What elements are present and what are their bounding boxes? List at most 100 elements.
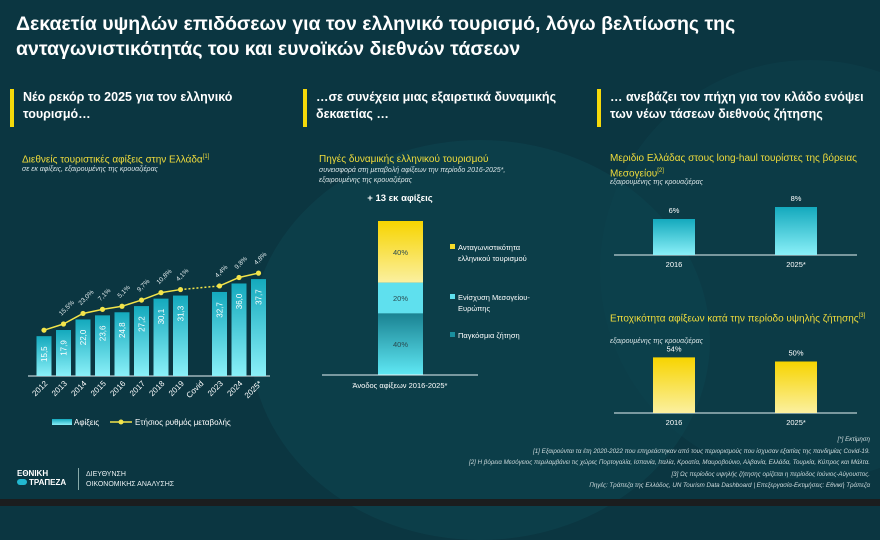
chart2-subtitle: συνεισφορά στη μεταβολή αφίξεων την περί…	[319, 167, 506, 184]
chart1-growth-label: 7,1%	[97, 287, 113, 303]
chart1-growth-label: 5,1%	[116, 284, 132, 300]
chart1-x-label: 2018	[147, 379, 166, 398]
chart4-title: Εποχικότητα αφίξεων κατά την περίοδο υψη…	[610, 313, 866, 325]
chart4-bar	[775, 361, 817, 413]
chart1-growth-line-segment	[82, 308, 103, 315]
chart1-x-label: Covid	[185, 379, 206, 400]
chart2-segment	[378, 221, 423, 283]
chart1-bar-label: 36,0	[235, 293, 244, 309]
footnote: [1] Εξαιρούνται τα έτη 2020-2022 που επη…	[533, 447, 870, 455]
chart1-growth-point	[99, 306, 106, 312]
chart2-segment-label: 40%	[393, 340, 408, 349]
chart2-legend-label: Ευρώπης	[458, 304, 490, 313]
chart1-bar	[36, 336, 52, 376]
chart2-segment-label: 20%	[393, 294, 408, 303]
chart2-legend-label: ελληνικού τουρισμού	[458, 254, 527, 263]
chart3-subtitle: εξαιρουμένης της κρουαζιέρας	[610, 179, 704, 186]
footnote: [3] Ως περίοδος υψηλής ζήτησης ορίζεται …	[671, 470, 870, 478]
chart1-growth-label: 15,5%	[58, 299, 76, 317]
footnote: [*] Εκτίμηση	[837, 436, 870, 443]
chart3-bar-label: 6%	[669, 206, 680, 215]
legend-line-marker	[118, 419, 124, 425]
sources: Πηγές: Τράπεζα της Ελλάδος, UN Tourism D…	[589, 482, 870, 489]
chart4-subtitle: εξαιρουμένης της κρουαζιέρας	[610, 338, 704, 345]
section-header-3: … ανεβάζει τον πήχη για τον κλάδο ενόψει…	[597, 89, 877, 127]
chart1-growth-label: 9,8%	[233, 255, 249, 271]
legend-bar-label: Αφίξεις	[74, 418, 99, 427]
chart1-bar	[134, 306, 149, 376]
chart1-growth-point	[255, 270, 262, 276]
chart1-title: Διεθνείς τουριστικές αφίξεις στην Ελλάδα…	[22, 154, 210, 166]
chart1-growth-line-segment	[43, 323, 64, 331]
chart1-bar-label: 32,7	[216, 302, 225, 318]
chart4-bar-label: 54%	[666, 344, 681, 353]
chart3-bar	[775, 207, 817, 255]
chart1-bar-label: 17,9	[60, 340, 69, 356]
chart4-x-label: 2025*	[786, 418, 806, 427]
chart1-growth-label: 4,1%	[175, 267, 191, 283]
chart1-growth-line-segment	[102, 305, 123, 311]
footnotes: [*] Εκτίμηση [1] Εξαιρούνται τα έτη 2020…	[469, 434, 870, 492]
chart3-x-label: 2025*	[786, 260, 806, 269]
chart1-growth-line-segment	[219, 276, 240, 287]
background-shape	[250, 140, 710, 540]
chart3-bar	[653, 219, 695, 255]
chart1-growth-point	[80, 310, 86, 317]
chart1-growth-line-segment	[63, 312, 84, 325]
chart1-growth-label: 10,8%	[155, 268, 173, 286]
chart1-growth-line-segment	[121, 299, 142, 307]
chart2-title: Πηγές δυναμικής ελληνικού τουρισμού	[319, 154, 489, 165]
chart2-segment	[378, 282, 423, 314]
chart1-bar-label: 31,3	[177, 305, 186, 321]
chart1-growth-point	[60, 321, 67, 327]
legend-bar-swatch	[52, 419, 72, 425]
chart1-bar	[95, 315, 110, 376]
chart1-growth-label: 4,4%	[214, 264, 230, 280]
chart1-growth-point	[177, 286, 184, 293]
chart1-growth-point	[138, 297, 145, 303]
chart2-legend-label: Ανταγωνιστικότητα	[458, 243, 521, 252]
chart1-growth-point	[41, 327, 47, 333]
divider	[78, 468, 79, 490]
chart1-growth-label: 9,7%	[136, 278, 152, 294]
chart1-growth-line-segment	[238, 272, 259, 279]
bank-logo: ΕΘΝΙΚΗ ΤΡΑΠΕΖΑ	[17, 469, 67, 487]
chart1-bar-label: 27,2	[138, 316, 147, 332]
chart1-x-label: 2017	[128, 379, 147, 398]
chart1-x-label: 2019	[167, 379, 186, 398]
chart1-subtitle: σε εκ αφίξεις, εξαιρουμένης της κρουαζιέ…	[22, 166, 158, 173]
chart1-bar	[251, 279, 266, 376]
chart1-bar	[153, 298, 169, 376]
chart1-x-label: 2014	[69, 379, 88, 398]
chart4-bar-label: 50%	[788, 349, 803, 358]
chart2-legend-swatch	[450, 294, 455, 299]
chart1-bar-label: 22,0	[79, 329, 88, 345]
chart1-growth-line-segment	[180, 285, 220, 291]
chart1-bar	[173, 295, 188, 376]
chart1-x-label: 2025*	[243, 379, 264, 400]
chart1-growth-line-segment	[160, 288, 181, 294]
chart1-growth-point	[158, 290, 164, 296]
chart1-bar	[114, 312, 130, 376]
chart2-legend-label: Ενίσχυση Μεσογείου-	[458, 293, 530, 302]
chart2-legend-swatch	[450, 244, 455, 249]
chart2-x-label: Άνοδος αφίξεων 2016-2025*	[353, 381, 448, 390]
chart1-bar	[75, 319, 91, 376]
bottom-bar	[0, 499, 880, 506]
section-header-1: Νέο ρεκόρ το 2025 για τον ελληνικό τουρι…	[10, 89, 260, 127]
chart3-title: Μεριδιο Ελλάδας στους long-haul τουρίστε…	[610, 153, 857, 180]
chart1-growth-point	[119, 303, 125, 309]
chart2-legend-swatch	[450, 332, 455, 337]
chart1-x-label: 2013	[50, 379, 69, 398]
chart2-total-label: + 13 εκ αφίξεις	[367, 193, 432, 204]
department-name: ΔΙΕΥΘΥΝΣΗ ΟΙΚΟΝΟΜΙΚΗΣ ΑΝΑΛΥΣΗΣ	[86, 471, 175, 488]
chart2-segment-label: 40%	[393, 248, 408, 257]
chart1-x-label: 2016	[108, 379, 127, 398]
chart3-bar-label: 8%	[791, 194, 802, 203]
chart1-bar-label: 37,7	[255, 289, 264, 305]
chart2-segment	[378, 313, 423, 375]
chart1-x-label: 2015	[89, 379, 108, 398]
chart1-bar-label: 24,8	[118, 322, 127, 338]
chart1-growth-point	[236, 274, 242, 281]
chart1-bar	[231, 283, 247, 376]
